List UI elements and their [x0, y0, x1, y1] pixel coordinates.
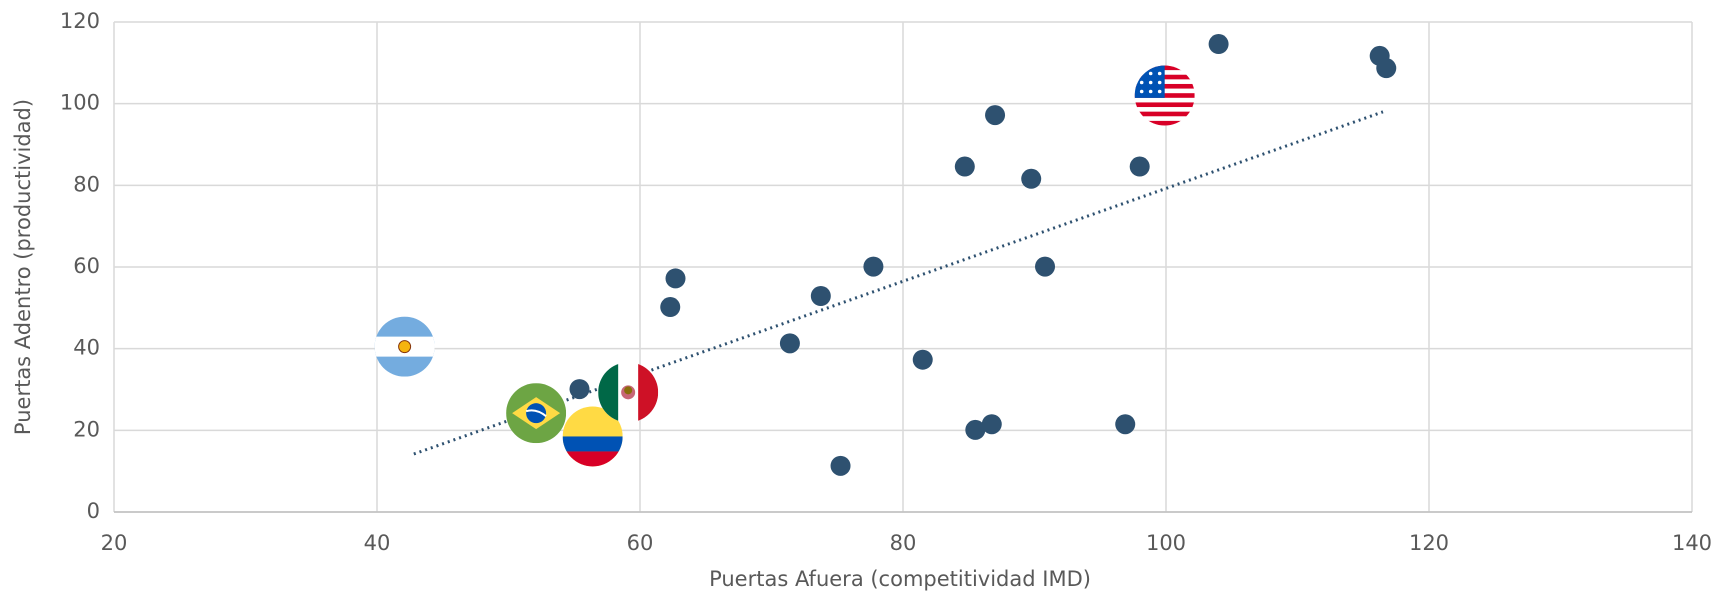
- x-tick-label: 100: [1146, 531, 1186, 555]
- x-tick-label: 80: [890, 531, 917, 555]
- data-point: [985, 105, 1006, 126]
- y-tick-label: 60: [73, 254, 100, 278]
- data-point: [779, 333, 800, 354]
- y-tick-label: 40: [73, 336, 100, 360]
- flag-point: [374, 316, 435, 377]
- y-tick-label: 100: [60, 91, 100, 115]
- data-point: [981, 414, 1002, 435]
- data-point: [665, 268, 686, 289]
- data-point: [1129, 156, 1150, 177]
- data-point: [1115, 414, 1136, 435]
- flag-point: [598, 362, 659, 423]
- data-point: [965, 419, 986, 440]
- data-point: [863, 256, 884, 277]
- x-axis-label: Puertas Afuera (competitividad IMD): [709, 567, 1091, 591]
- data-point: [830, 455, 851, 476]
- y-tick-label: 80: [73, 172, 100, 196]
- data-point: [912, 349, 933, 370]
- y-tick-label: 20: [73, 417, 100, 441]
- x-tick-label: 140: [1672, 531, 1712, 555]
- data-point: [660, 297, 681, 318]
- x-tick-label: 40: [364, 531, 391, 555]
- data-point: [1376, 58, 1397, 79]
- y-axis-label: Puertas Adentro (productividad): [11, 99, 35, 435]
- data-point: [1208, 34, 1229, 55]
- x-tick-label: 120: [1409, 531, 1449, 555]
- data-point: [569, 379, 590, 400]
- y-tick-label: 0: [87, 499, 100, 523]
- data-point: [810, 285, 831, 306]
- data-point: [954, 156, 975, 177]
- flag-point: [1134, 65, 1195, 126]
- y-tick-label: 120: [60, 9, 100, 33]
- data-point: [1021, 168, 1042, 189]
- data-point: [1035, 256, 1056, 277]
- x-tick-label: 60: [627, 531, 654, 555]
- x-tick-label: 20: [101, 531, 128, 555]
- flag-point: [506, 383, 567, 444]
